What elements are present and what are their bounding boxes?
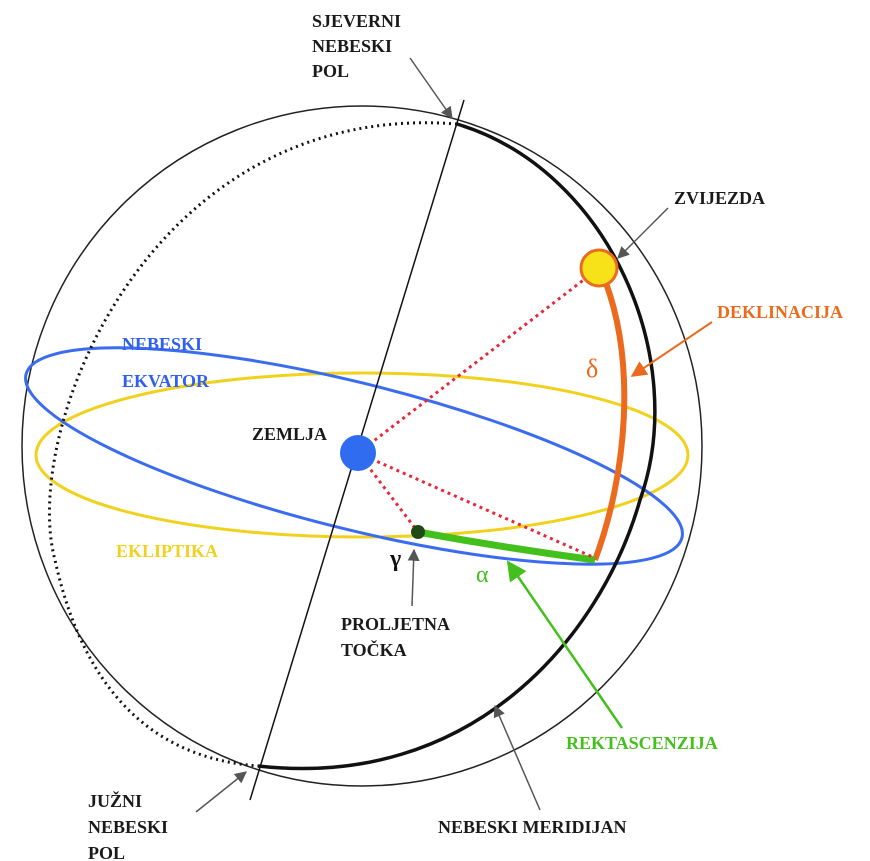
meridian-label: NEBESKI MERIDIJAN [438,817,627,837]
north-pole-arrow [409,57,453,119]
star-label: ZVIJEZDA [674,188,765,208]
meridian-back-dotted [47,121,458,768]
meridian-arrow [493,704,541,811]
earth-marker [340,435,376,471]
south-pole-label-1: JUŽNI [88,790,142,811]
earth-label: ZEMLJA [252,424,327,444]
north-pole-label-2: NEBESKI [312,36,392,56]
north-pole-label-1: SJEVERNI [312,11,401,31]
ecliptic-ring [34,371,690,539]
alpha-symbol: α [476,562,489,588]
celestial-equator-ring [24,346,684,566]
celestial-sphere [21,105,703,787]
vernal-point-arrow [407,548,420,607]
celestial-equator-label-1: NEBESKI [122,334,202,354]
declination-arrow [630,321,713,377]
vernal-point-marker [411,525,425,539]
south-pole-arrow [195,771,247,813]
right-ascension-arrow [506,560,624,729]
vernal-point-label-2: TOČKA [341,639,407,660]
star-arrow [617,207,669,259]
ecliptic-label: EKLIPTIKA [116,541,218,561]
right-ascension-label: REKTASCENZIJA [566,733,718,753]
celestial-equator-label-2: EKVATOR [122,371,210,391]
celestial-meridian [257,122,657,771]
star-marker [579,248,619,288]
south-pole-label-3: POL [88,843,125,861]
north-pole-label-3: POL [312,61,349,81]
right-ascension-arc [417,528,596,564]
gamma-symbol: γ [389,546,401,572]
south-pole-label-2: NEBESKI [88,817,168,837]
vernal-point-label-1: PROLJETNA [341,614,450,634]
declination-label: DEKLINACIJA [717,302,843,322]
declination-arc [592,266,628,562]
delta-symbol: δ [586,354,598,383]
